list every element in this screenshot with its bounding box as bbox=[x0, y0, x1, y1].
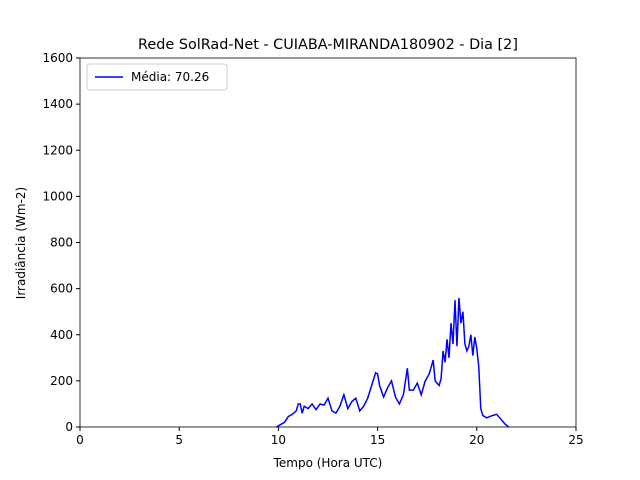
y-tick-label: 600 bbox=[50, 282, 73, 296]
y-tick-label: 1200 bbox=[42, 143, 73, 157]
legend-label: Média: 70.26 bbox=[131, 70, 209, 84]
data-line bbox=[276, 297, 510, 428]
x-tick-label: 10 bbox=[271, 433, 286, 447]
y-tick-label: 400 bbox=[50, 328, 73, 342]
y-tick-label: 200 bbox=[50, 374, 73, 388]
y-tick-label: 1000 bbox=[42, 189, 73, 203]
plot-frame bbox=[79, 57, 577, 428]
x-tick-label: 20 bbox=[469, 433, 484, 447]
x-tick-label: 5 bbox=[175, 433, 183, 447]
x-axis-label: Tempo (Hora UTC) bbox=[273, 456, 383, 470]
y-axis-label: Irradiância (Wm-2) bbox=[14, 187, 28, 299]
y-tick-label: 1400 bbox=[42, 97, 73, 111]
x-tick-label: 0 bbox=[76, 433, 84, 447]
legend-box bbox=[86, 63, 228, 91]
chart-title: Rede SolRad-Net - CUIABA-MIRANDA180902 -… bbox=[138, 37, 518, 53]
y-tick-label: 800 bbox=[50, 236, 73, 250]
x-tick-label: 25 bbox=[568, 433, 583, 447]
y-tick-label: 0 bbox=[65, 420, 73, 434]
y-tick-label: 1600 bbox=[42, 51, 73, 65]
x-tick-label: 15 bbox=[370, 433, 385, 447]
